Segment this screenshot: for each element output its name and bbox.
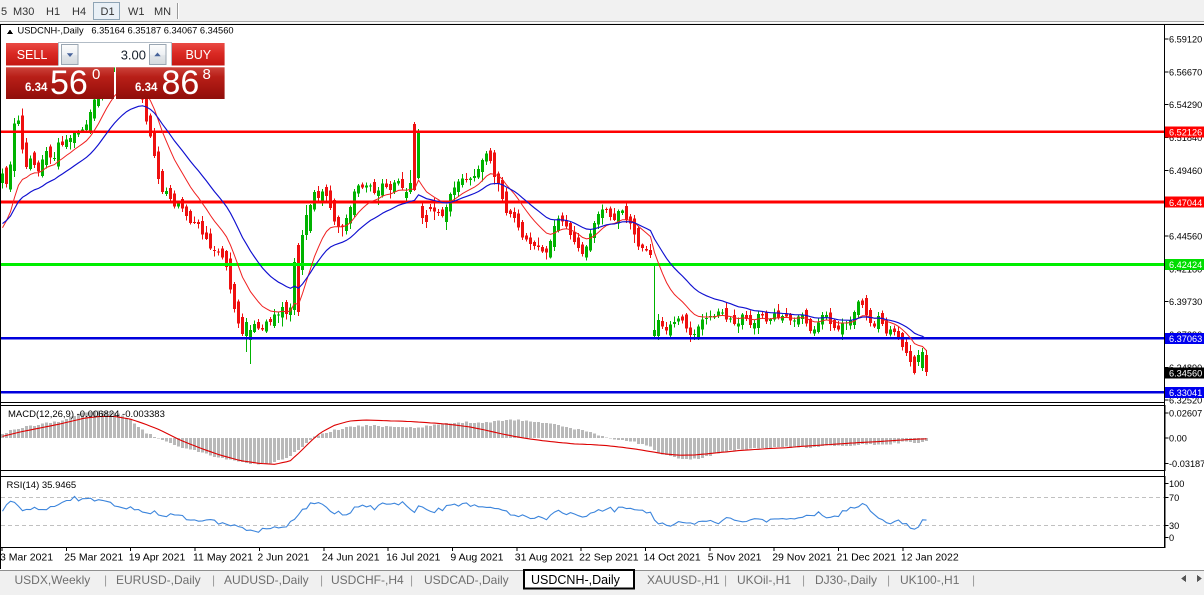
svg-text:6.59120: 6.59120 xyxy=(1169,35,1202,45)
svg-text:6.32520: 6.32520 xyxy=(1169,396,1202,406)
svg-text:14 Oct 2021: 14 Oct 2021 xyxy=(644,552,701,564)
svg-text:W1: W1 xyxy=(128,6,145,18)
svg-text:12 Jan 2022: 12 Jan 2022 xyxy=(901,552,959,564)
svg-text:BUY: BUY xyxy=(185,48,211,62)
svg-text:21 Dec 2021: 21 Dec 2021 xyxy=(837,552,897,564)
svg-text:6.33041: 6.33041 xyxy=(1169,388,1202,398)
svg-text:31 Aug 2021: 31 Aug 2021 xyxy=(515,552,574,564)
svg-text:|: | xyxy=(410,573,413,587)
svg-text:6.49460: 6.49460 xyxy=(1169,166,1202,176)
svg-text:6.42424: 6.42424 xyxy=(1169,260,1202,270)
svg-text:9 Aug 2021: 9 Aug 2021 xyxy=(450,552,503,564)
svg-text:|: | xyxy=(320,573,323,587)
svg-text:H1: H1 xyxy=(46,6,60,18)
svg-text:-0.03187: -0.03187 xyxy=(1169,459,1204,469)
svg-text:USDX,Weekly: USDX,Weekly xyxy=(15,573,91,587)
svg-text:6.37063: 6.37063 xyxy=(1169,334,1202,344)
svg-text:30: 30 xyxy=(1169,521,1179,531)
svg-text:|: | xyxy=(887,573,890,587)
svg-text:3.00: 3.00 xyxy=(121,48,146,63)
svg-text:5: 5 xyxy=(1,6,7,18)
svg-text:3 Mar 2021: 3 Mar 2021 xyxy=(0,552,53,564)
svg-text:6.51840: 6.51840 xyxy=(1169,133,1202,143)
svg-text:DJ30-,Daily: DJ30-,Daily xyxy=(815,573,877,587)
svg-text:0.00: 0.00 xyxy=(1169,434,1187,444)
svg-text:6.54290: 6.54290 xyxy=(1169,100,1202,110)
svg-text:USDCAD-,Daily: USDCAD-,Daily xyxy=(424,573,509,587)
svg-text:|: | xyxy=(212,573,215,587)
svg-text:24 Jun 2021: 24 Jun 2021 xyxy=(322,552,380,564)
svg-text:100: 100 xyxy=(1169,479,1184,489)
svg-text:EURUSD-,Daily: EURUSD-,Daily xyxy=(116,573,201,587)
svg-text:70: 70 xyxy=(1169,493,1179,503)
svg-text:56: 56 xyxy=(50,64,88,102)
svg-text:19 Apr 2021: 19 Apr 2021 xyxy=(129,552,186,564)
svg-text:0.02607: 0.02607 xyxy=(1169,409,1202,419)
svg-text:86: 86 xyxy=(162,64,200,102)
svg-text:XAUUSD-,H1: XAUUSD-,H1 xyxy=(647,573,720,587)
svg-text:|: | xyxy=(724,573,727,587)
svg-text:0: 0 xyxy=(92,66,100,83)
svg-text:RSI(14) 35.9465: RSI(14) 35.9465 xyxy=(7,480,77,491)
svg-text:USDCNH-,Daily: USDCNH-,Daily xyxy=(531,573,621,587)
svg-text:|: | xyxy=(802,573,805,587)
svg-text:MACD(12,26,9) -0.006824 -0.003: MACD(12,26,9) -0.006824 -0.003383 xyxy=(8,409,165,420)
svg-text:M30: M30 xyxy=(13,6,34,18)
svg-text:|: | xyxy=(104,573,107,587)
svg-text:USDCHF-,H4: USDCHF-,H4 xyxy=(331,573,404,587)
svg-text:2 Jun 2021: 2 Jun 2021 xyxy=(257,552,309,564)
svg-text:5 Nov 2021: 5 Nov 2021 xyxy=(708,552,762,564)
svg-text:22 Sep 2021: 22 Sep 2021 xyxy=(579,552,639,564)
svg-text:6.44560: 6.44560 xyxy=(1169,232,1202,242)
svg-text:11 May 2021: 11 May 2021 xyxy=(193,552,253,564)
svg-text:UKOil-,H1: UKOil-,H1 xyxy=(737,573,791,587)
svg-text:25 Mar 2021: 25 Mar 2021 xyxy=(64,552,123,564)
svg-text:USDCNH-,Daily 6.35164 6.3518: USDCNH-,Daily 6.35164 6.35187 6.34067 6.… xyxy=(18,26,234,36)
svg-text:0: 0 xyxy=(1169,533,1174,543)
svg-text:29 Nov 2021: 29 Nov 2021 xyxy=(772,552,832,564)
svg-text:H4: H4 xyxy=(72,6,86,18)
svg-text:AUDUSD-,Daily: AUDUSD-,Daily xyxy=(224,573,309,587)
svg-text:6.47044: 6.47044 xyxy=(1169,198,1202,208)
svg-text:6.56670: 6.56670 xyxy=(1169,67,1202,77)
svg-text:MN: MN xyxy=(154,6,171,18)
svg-text:6.52126: 6.52126 xyxy=(1169,128,1202,138)
svg-text:SELL: SELL xyxy=(17,48,48,62)
svg-text:6.39730: 6.39730 xyxy=(1169,297,1202,307)
svg-text:16 Jul 2021: 16 Jul 2021 xyxy=(386,552,440,564)
svg-text:6.34: 6.34 xyxy=(135,82,158,94)
svg-text:D1: D1 xyxy=(101,6,115,18)
svg-text:|: | xyxy=(972,573,975,587)
svg-text:UK100-,H1: UK100-,H1 xyxy=(900,573,960,587)
svg-text:6.34: 6.34 xyxy=(25,82,48,94)
svg-text:6.34560: 6.34560 xyxy=(1169,369,1202,379)
svg-text:8: 8 xyxy=(203,66,211,83)
